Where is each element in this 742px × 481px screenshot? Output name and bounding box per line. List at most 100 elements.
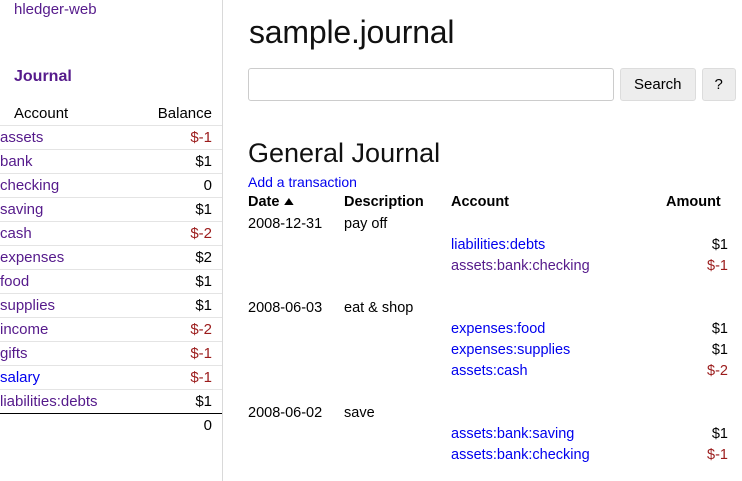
amount-column-header: Amount — [666, 194, 721, 210]
posting-date-spacer — [248, 257, 344, 278]
account-row: liabilities:debts $1 — [0, 389, 222, 414]
transaction-date: 2008-06-02 — [248, 405, 323, 421]
posting-account-cell: expenses:food — [451, 320, 666, 341]
balance-cell: $1 — [133, 389, 222, 414]
posting-row: expenses:food $1 — [248, 320, 728, 341]
search-bar: Search ? — [248, 68, 736, 101]
posting-row: liabilities:debts $1 — [248, 236, 728, 257]
search-button[interactable]: Search — [620, 68, 696, 101]
balance-cell: $1 — [133, 197, 222, 222]
posting-date-spacer — [248, 362, 344, 383]
brand-link[interactable]: hledger-web — [14, 1, 97, 18]
journal-header-row: Date ▲ Description Account Amount — [248, 194, 728, 215]
posting-row: assets:bank:checking $-1 — [248, 257, 728, 278]
balance-cell: $-2 — [133, 317, 222, 342]
posting-date-spacer — [248, 320, 344, 341]
posting-description-spacer — [344, 425, 451, 446]
posting-amount: $-1 — [707, 258, 728, 274]
transaction-description: eat & shop — [344, 300, 414, 316]
account-row: saving $1 — [0, 197, 222, 222]
posting-amount: $1 — [711, 321, 728, 337]
account-cell: bank — [0, 149, 134, 174]
help-button[interactable]: ? — [701, 68, 736, 101]
account-column-header: Account — [451, 194, 509, 210]
posting-account-cell: assets:bank:checking — [451, 446, 666, 467]
posting-row: assets:bank:saving $1 — [248, 425, 728, 446]
account-link[interactable]: supplies — [0, 296, 56, 314]
transaction-row: 2008-12-31 pay off — [248, 215, 728, 236]
account-cell: food — [0, 269, 134, 294]
account-row: checking 0 — [0, 173, 222, 198]
journal-table-body: 2008-12-31 pay off liabilities:debts $1 asse… — [248, 215, 728, 467]
account-row: income $-2 — [0, 317, 222, 342]
sidebar-journal-heading[interactable]: Journal — [14, 68, 72, 85]
account-cell: liabilities:debts — [0, 389, 134, 414]
posting-account-cell: expenses:supplies — [451, 341, 666, 362]
account-link[interactable]: saving — [0, 200, 44, 218]
posting-date-spacer — [248, 236, 344, 257]
posting-account-link[interactable]: liabilities:debts — [451, 237, 546, 253]
posting-row: assets:cash $-2 — [248, 362, 728, 383]
posting-amount: $1 — [711, 342, 728, 358]
account-row: salary $-1 — [0, 365, 222, 390]
account-link[interactable]: bank — [0, 152, 33, 170]
account-row: food $1 — [0, 269, 222, 294]
posting-row: expenses:supplies $1 — [248, 341, 728, 362]
account-link[interactable]: income — [0, 320, 49, 338]
account-link[interactable]: liabilities:debts — [0, 392, 98, 410]
account-cell: supplies — [0, 293, 134, 318]
spacer-cell — [248, 383, 728, 404]
date-header-label: Date — [248, 194, 280, 210]
posting-account-cell: assets:bank:saving — [451, 425, 666, 446]
posting-account-link[interactable]: assets:bank:checking — [451, 258, 590, 274]
posting-account-link[interactable]: expenses:food — [451, 321, 546, 337]
account-link[interactable]: expenses — [0, 248, 65, 266]
accounts-table-body: assets $-1 bank $1 checking 0 saving $1 cash $-2 e… — [0, 125, 222, 438]
transaction-description: pay off — [344, 216, 388, 232]
posting-account-link[interactable]: assets:cash — [451, 363, 528, 379]
account-link[interactable]: assets — [0, 128, 44, 146]
main-content: sample.journal Search ? General Journal … — [223, 0, 742, 481]
accounts-balance-table: Account Balance assets $-1 bank $1 checking 0… — [0, 103, 222, 438]
account-link[interactable]: salary — [0, 368, 41, 386]
balance-cell: $-2 — [133, 221, 222, 246]
posting-description-spacer — [344, 320, 451, 341]
posting-date-spacer — [248, 446, 344, 467]
posting-description-spacer — [344, 362, 451, 383]
posting-account-link[interactable]: expenses:supplies — [451, 342, 571, 358]
account-link[interactable]: food — [0, 272, 30, 290]
posting-description-spacer — [344, 341, 451, 362]
account-link[interactable]: checking — [0, 176, 60, 194]
total-balance-cell: 0 — [133, 413, 222, 438]
posting-account-link[interactable]: assets:bank:saving — [451, 426, 575, 442]
posting-amount: $1 — [711, 237, 728, 253]
date-column-header[interactable]: Date ▲ — [248, 194, 344, 215]
section-title: General Journal — [248, 138, 441, 169]
account-row: cash $-2 — [0, 221, 222, 246]
account-cell: gifts — [0, 341, 134, 366]
posting-date-spacer — [248, 341, 344, 362]
journal-table: Date ▲ Description Account Amount 2008-12… — [248, 194, 728, 467]
balance-column-header: Balance — [157, 105, 212, 122]
transaction-date: 2008-06-03 — [248, 300, 323, 316]
posting-account-cell: assets:bank:checking — [451, 257, 666, 278]
account-cell: cash — [0, 221, 134, 246]
account-link[interactable]: gifts — [0, 344, 28, 362]
search-input[interactable] — [248, 68, 614, 101]
account-cell: salary — [0, 365, 134, 390]
add-transaction-link[interactable]: Add a transaction — [248, 174, 357, 190]
posting-account-cell: assets:cash — [451, 362, 666, 383]
posting-row: assets:bank:checking $-1 — [248, 446, 728, 467]
account-cell: assets — [0, 125, 134, 150]
transaction-description: save — [344, 405, 375, 421]
posting-account-link[interactable]: assets:bank:checking — [451, 447, 590, 463]
balance-cell: 0 — [133, 173, 222, 198]
account-link[interactable]: cash — [0, 224, 32, 242]
accounts-table-head: Account Balance — [0, 103, 222, 126]
balance-cell: $2 — [133, 245, 222, 270]
account-row: expenses $2 — [0, 245, 222, 270]
transaction-spacer — [248, 383, 728, 404]
page-title: sample.journal — [249, 14, 455, 51]
posting-amount: $-1 — [707, 447, 728, 463]
balance-cell: $-1 — [133, 365, 222, 390]
